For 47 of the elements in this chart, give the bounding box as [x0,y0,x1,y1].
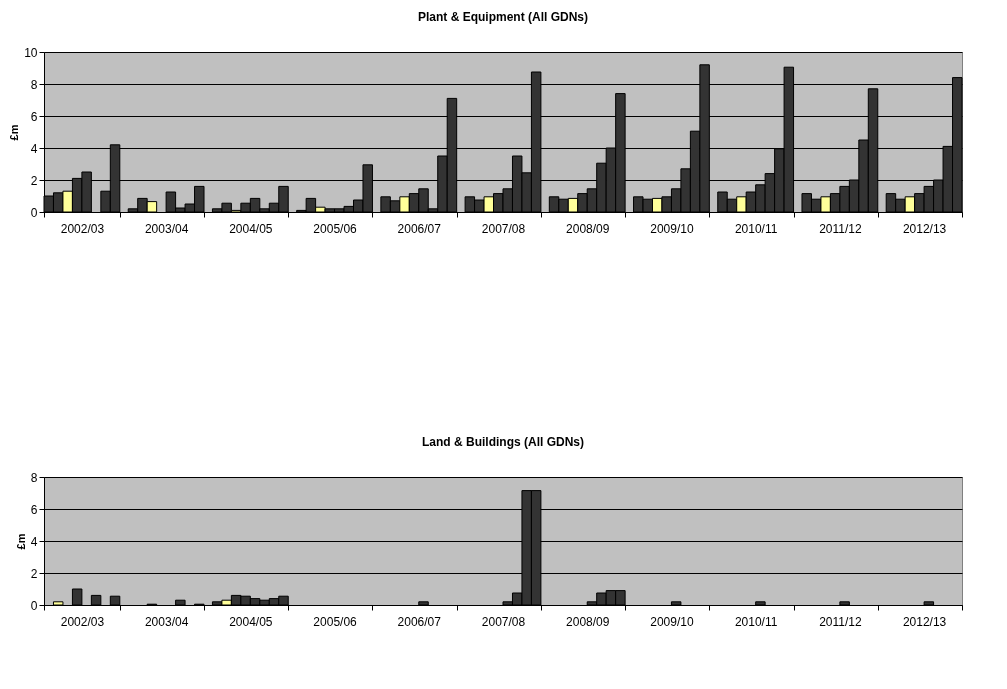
x-tick-label: 2005/06 [313,221,358,236]
y-tick-label: 6 [30,109,38,124]
bar [71,588,83,606]
x-tick-label: 2007/08 [481,614,526,629]
y-tick-label: 8 [30,470,38,485]
y-axis-title: £m [14,533,27,550]
y-tick-label: 4 [30,534,38,549]
y-tick-label: 6 [30,502,38,517]
x-tick-label: 2006/07 [397,614,442,629]
y-tick-label: 2 [30,173,38,188]
x-tick-label: 2007/08 [481,221,526,236]
bar [109,595,121,606]
bar [923,601,935,606]
bar [418,601,429,606]
x-tick-label: 2010/11 [734,221,778,236]
x-tick-label: 2003/04 [144,221,189,236]
y-tick-label: 2 [30,566,38,581]
x-tick-label: 2003/04 [144,614,189,629]
x-tick-label: 2012/13 [902,614,947,629]
bar [52,601,64,606]
x-tick-label: 2002/03 [60,614,105,629]
chart-title: Plant & Equipment (All GDNs) [417,10,589,24]
bar [755,601,766,606]
x-tick-label: 2009/10 [650,221,694,236]
y-tick-label: 8 [30,77,38,92]
x-tick-label: 2008/09 [566,221,610,236]
y-tick-label: 10 [24,45,38,60]
x-tick-label: 2002/03 [60,221,105,236]
chart-title: Land & Buildings (All GDNs) [422,435,584,449]
y-axis-title: £m [8,124,21,141]
x-tick-label: 2012/13 [902,221,947,236]
y-tick-label: 0 [30,205,38,220]
y-tick-label: 0 [30,598,38,613]
bar [839,601,850,606]
x-tick-label: 2008/09 [566,614,610,629]
x-tick-label: 2011/12 [819,221,862,236]
x-tick-label: 2010/11 [734,614,778,629]
bar [175,599,186,606]
x-tick-label: 2005/06 [313,614,358,629]
x-tick-label: 2009/10 [650,614,694,629]
bar [90,594,102,606]
y-tick-label: 4 [30,141,38,156]
x-tick-label: 2011/12 [819,614,862,629]
x-tick-label: 2006/07 [397,221,442,236]
x-tick-label: 2004/05 [229,221,273,236]
bar [670,601,682,606]
x-tick-label: 2004/05 [229,614,273,629]
